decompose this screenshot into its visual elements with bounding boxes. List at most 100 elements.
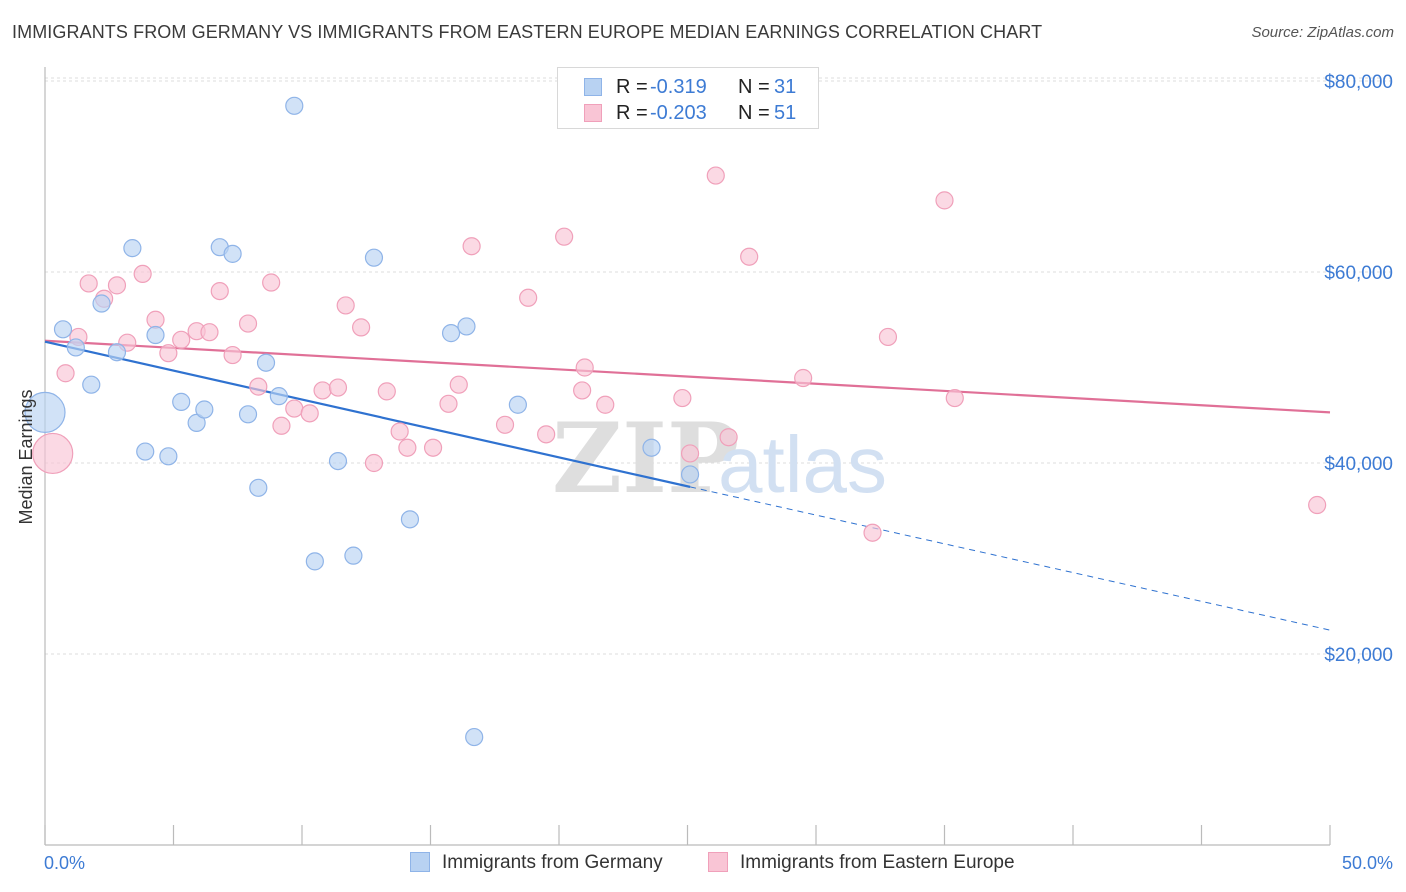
data-point-eastern-europe xyxy=(300,404,319,423)
data-point-germany xyxy=(238,405,258,424)
data-point-eastern-europe xyxy=(328,378,348,397)
legend-item-germany: Immigrants from Germany xyxy=(410,852,663,874)
data-point-eastern-europe xyxy=(336,296,355,315)
data-point-germany xyxy=(457,317,476,336)
data-point-eastern-europe xyxy=(223,345,242,365)
legend-n-value: 51 xyxy=(774,102,797,124)
chart-title: IMMIGRANTS FROM GERMANY VS IMMIGRANTS FR… xyxy=(12,22,1043,42)
data-point-eastern-europe xyxy=(794,368,813,388)
data-point-eastern-europe xyxy=(573,381,592,400)
data-point-eastern-europe xyxy=(706,166,725,185)
data-point-eastern-europe xyxy=(596,395,615,414)
data-point-eastern-europe xyxy=(364,453,384,473)
data-point-eastern-europe xyxy=(537,425,556,444)
trend-lines xyxy=(44,339,1331,631)
data-point-eastern-europe xyxy=(423,438,443,457)
data-point-germany xyxy=(269,387,288,406)
data-point-germany xyxy=(82,375,101,394)
y-tick-label: $80,000 xyxy=(1324,72,1393,93)
data-point-germany xyxy=(285,96,304,115)
data-point-germany xyxy=(508,395,527,414)
data-point-germany xyxy=(146,325,165,345)
legend-n-value: 31 xyxy=(774,76,797,98)
legend-r-label: R = xyxy=(616,76,648,98)
legend-r-value: -0.203 xyxy=(650,102,707,124)
gridlines xyxy=(45,77,1393,655)
legend-r-value: -0.319 xyxy=(650,76,707,98)
data-point-germany xyxy=(328,451,348,471)
data-point-eastern-europe xyxy=(107,276,127,295)
data-point-eastern-europe xyxy=(390,422,409,441)
data-point-eastern-europe xyxy=(249,377,268,396)
data-point-eastern-europe xyxy=(449,375,468,394)
data-point-germany xyxy=(465,727,484,747)
eastern-europe-legend-swatch xyxy=(708,852,728,872)
y-tick-label: $60,000 xyxy=(1324,263,1393,284)
data-point-germany xyxy=(159,447,178,466)
data-point-eastern-europe xyxy=(398,438,417,457)
trend-line-eastern-europe xyxy=(44,339,1331,414)
legend-n-label: N = xyxy=(738,102,770,124)
data-point-eastern-europe xyxy=(935,191,954,210)
legend-n-label: N = xyxy=(738,76,770,98)
data-point-eastern-europe xyxy=(495,415,515,434)
correlation-legend: R = -0.319 N = 31 R = -0.203 N = 51 xyxy=(557,67,819,129)
data-point-germany xyxy=(305,552,324,571)
watermark-zip: ZIP xyxy=(552,402,739,515)
data-point-eastern-europe xyxy=(439,394,458,413)
watermark-atlas: atlas xyxy=(718,420,887,509)
y-axis-label: Median Earnings xyxy=(16,389,36,524)
y-tick-label: $20,000 xyxy=(1324,645,1393,666)
data-point-eastern-europe xyxy=(377,382,396,401)
data-point-eastern-europe xyxy=(133,264,152,284)
x-tick-label-max: 50.0% xyxy=(1342,853,1393,873)
data-point-germany xyxy=(172,392,191,411)
data-point-eastern-europe xyxy=(1308,495,1327,515)
data-point-eastern-europe xyxy=(285,399,304,418)
data-point-eastern-europe xyxy=(719,428,738,447)
data-point-eastern-europe xyxy=(56,364,75,383)
data-point-eastern-europe xyxy=(79,274,98,293)
points-germany xyxy=(24,96,700,747)
data-point-eastern-europe xyxy=(555,227,574,246)
data-point-eastern-europe xyxy=(272,416,291,435)
data-point-eastern-europe xyxy=(313,381,332,400)
data-point-germany xyxy=(66,338,85,357)
data-point-eastern-europe xyxy=(200,323,219,342)
data-point-eastern-europe xyxy=(680,444,700,463)
data-point-germany xyxy=(249,478,268,497)
y-tick-labels: $20,000 $40,000 $60,000 $80,000 xyxy=(1324,72,1393,666)
x-tick-labels: 0.0% 50.0% xyxy=(44,853,1393,873)
data-point-germany xyxy=(680,465,700,484)
legend-label-germany: Immigrants from Germany xyxy=(442,852,663,873)
data-point-eastern-europe xyxy=(945,388,964,408)
data-point-germany xyxy=(195,400,214,419)
data-point-germany xyxy=(223,244,242,263)
data-point-eastern-europe xyxy=(575,358,594,377)
data-point-eastern-europe xyxy=(238,314,258,333)
data-point-germany xyxy=(400,510,420,529)
data-point-eastern-europe xyxy=(352,318,371,337)
data-point-eastern-europe xyxy=(172,330,191,349)
data-point-eastern-europe xyxy=(462,237,481,256)
data-point-eastern-europe xyxy=(740,247,759,266)
data-point-germany xyxy=(256,353,276,372)
points-eastern-europe xyxy=(32,166,1327,542)
data-point-eastern-europe xyxy=(210,282,229,301)
trend-line-germany xyxy=(44,340,691,488)
data-point-eastern-europe xyxy=(519,288,538,307)
data-point-germany xyxy=(642,438,661,457)
data-point-germany xyxy=(53,320,73,339)
data-point-germany xyxy=(441,324,461,343)
germany-swatch xyxy=(584,78,602,96)
data-point-eastern-europe xyxy=(262,273,281,292)
data-point-eastern-europe xyxy=(673,388,692,408)
data-point-germany xyxy=(344,546,363,565)
data-point-germany xyxy=(123,239,142,258)
data-point-eastern-europe xyxy=(146,310,165,329)
germany-legend-swatch xyxy=(410,852,430,872)
legend-item-eastern-europe: Immigrants from Eastern Europe xyxy=(708,852,1015,874)
data-point-germany xyxy=(187,413,206,432)
eastern-europe-swatch xyxy=(584,104,602,122)
